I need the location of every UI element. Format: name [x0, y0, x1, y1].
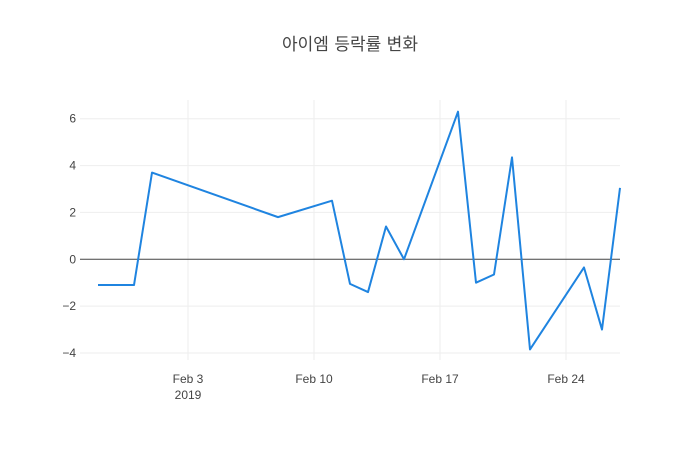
grid	[80, 100, 620, 360]
x-tick-label: Feb 3	[173, 372, 204, 386]
y-tick-label: −2	[62, 299, 76, 313]
y-axis: 6 4 2 0 −2 −4	[62, 112, 76, 360]
series-line	[98, 110, 621, 351]
data-point	[366, 290, 370, 294]
x-tick-label: Feb 10	[295, 372, 333, 386]
data-point	[528, 347, 532, 351]
data-point	[384, 224, 388, 228]
series-layer	[96, 110, 622, 351]
data-point	[132, 283, 136, 287]
data-point	[330, 199, 334, 203]
x-axis: Feb 3 2019 Feb 10 Feb 17 Feb 24	[173, 372, 585, 402]
y-tick-label: 6	[69, 112, 76, 126]
data-point	[474, 281, 478, 285]
x-tick-sublabel: 2019	[175, 388, 202, 402]
data-point	[600, 328, 604, 332]
data-point	[618, 186, 622, 190]
y-tick-label: 2	[69, 205, 76, 219]
data-point	[150, 171, 154, 175]
y-tick-label: 4	[69, 159, 76, 173]
data-point	[456, 110, 460, 114]
data-point	[402, 257, 406, 261]
y-tick-label: −4	[62, 346, 76, 360]
data-point	[114, 283, 118, 287]
chart-title: 아이엠 등락률 변화	[282, 35, 418, 55]
data-point	[492, 273, 496, 277]
x-tick-label: Feb 24	[547, 372, 585, 386]
data-point	[276, 215, 280, 219]
data-point	[96, 283, 100, 287]
y-tick-label: 0	[69, 252, 76, 266]
data-point	[348, 282, 352, 286]
data-point	[510, 155, 514, 159]
x-tick-label: Feb 17	[421, 372, 459, 386]
data-point	[582, 265, 586, 269]
